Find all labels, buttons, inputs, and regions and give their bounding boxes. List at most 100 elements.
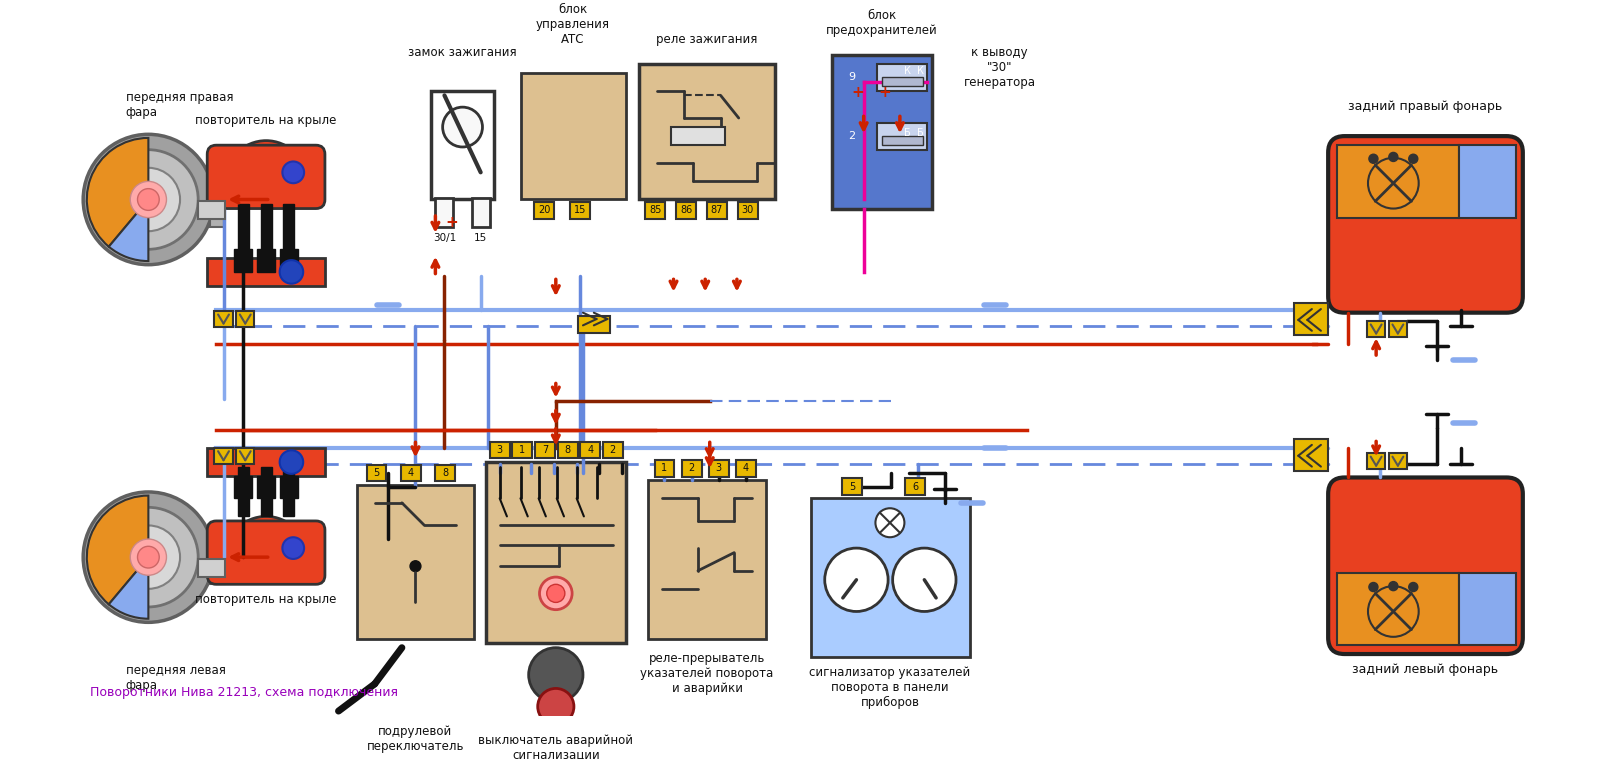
Text: реле зажигания: реле зажигания [656, 33, 758, 46]
Circle shape [538, 688, 573, 725]
Wedge shape [87, 496, 148, 604]
Text: 5: 5 [374, 468, 379, 478]
Bar [236, 448, 254, 464]
Bar [876, 122, 926, 150]
Circle shape [539, 577, 571, 609]
Bar [236, 311, 254, 327]
Text: выключатель аварийной
сигнализации: выключатель аварийной сигнализации [478, 734, 632, 759]
Bar [207, 449, 324, 476]
Bar [486, 462, 626, 643]
Bar [260, 204, 271, 254]
Bar [534, 202, 554, 219]
Bar [215, 448, 233, 464]
Bar [557, 442, 578, 458]
Bar [490, 442, 509, 458]
Text: 87: 87 [711, 206, 722, 216]
Circle shape [138, 546, 159, 568]
Circle shape [130, 181, 167, 218]
Circle shape [279, 260, 303, 284]
Circle shape [546, 584, 565, 603]
Text: подрулевой
переключатель: подрулевой переключатель [366, 725, 464, 753]
Circle shape [98, 150, 197, 249]
Bar [435, 465, 456, 481]
Bar [737, 202, 758, 219]
Text: сигнализатор указателей
поворота в панели
приборов: сигнализатор указателей поворота в панел… [809, 666, 969, 709]
Bar [578, 317, 610, 332]
Bar [648, 480, 766, 638]
Text: Б: Б [916, 128, 923, 138]
Bar [671, 127, 725, 145]
Circle shape [1388, 581, 1396, 591]
Text: К: К [904, 66, 910, 76]
Bar [881, 136, 921, 145]
Circle shape [83, 492, 213, 622]
Text: 30: 30 [742, 206, 753, 216]
Bar [472, 197, 490, 227]
Bar [811, 499, 969, 657]
Text: 3: 3 [716, 464, 721, 474]
Circle shape [1367, 154, 1377, 163]
Text: К: К [916, 66, 923, 76]
Text: 85: 85 [648, 206, 661, 216]
Text: блок
управления
АТС: блок управления АТС [536, 2, 610, 46]
Bar [655, 460, 674, 477]
Bar [282, 204, 294, 254]
Text: блок
предохранителей: блок предохранителей [825, 8, 937, 36]
Bar [512, 442, 531, 458]
Circle shape [443, 107, 481, 147]
Circle shape [528, 647, 583, 702]
Bar [579, 442, 600, 458]
Bar [534, 442, 555, 458]
Text: Поворотники Нива 21213, схема подключения: Поворотники Нива 21213, схема подключени… [90, 686, 398, 699]
Bar [197, 201, 225, 219]
Text: передняя левая
фара: передняя левая фара [125, 664, 225, 692]
Circle shape [282, 162, 303, 183]
Wedge shape [109, 557, 148, 619]
Text: 8: 8 [565, 446, 570, 455]
Bar [841, 478, 862, 495]
Text: реле-прерыватель
указателей поворота
и аварийки: реле-прерыватель указателей поворота и а… [640, 652, 774, 695]
Text: 4: 4 [408, 468, 414, 478]
Bar [279, 476, 297, 499]
Bar [356, 485, 473, 638]
Text: Б: Б [904, 128, 910, 138]
Text: 7: 7 [541, 446, 547, 455]
Circle shape [1367, 586, 1417, 637]
Text: +: + [878, 85, 891, 100]
Wedge shape [225, 516, 307, 557]
Text: повторитель на крыле: повторитель на крыле [196, 594, 337, 606]
Bar [1459, 572, 1515, 645]
FancyBboxPatch shape [207, 145, 324, 209]
Circle shape [892, 548, 955, 612]
Text: задний правый фонарь: задний правый фонарь [1347, 100, 1501, 114]
Text: 3: 3 [496, 446, 502, 455]
FancyBboxPatch shape [1327, 477, 1522, 654]
Bar [215, 311, 233, 327]
Circle shape [1388, 153, 1396, 162]
Bar [881, 77, 921, 87]
FancyBboxPatch shape [1327, 136, 1522, 313]
FancyBboxPatch shape [207, 521, 324, 584]
Bar [257, 249, 274, 272]
Circle shape [1367, 582, 1377, 591]
Bar [681, 460, 701, 477]
Bar [207, 258, 324, 285]
Bar [435, 197, 453, 227]
Bar [279, 249, 297, 272]
Circle shape [279, 450, 303, 474]
Bar [1388, 453, 1406, 469]
Circle shape [138, 189, 159, 210]
Text: 4: 4 [743, 464, 748, 474]
Text: замок зажигания: замок зажигания [408, 46, 517, 59]
Bar [1294, 303, 1327, 335]
Text: +: + [851, 85, 863, 100]
Bar [257, 476, 274, 499]
Circle shape [1408, 582, 1417, 591]
Bar [905, 478, 924, 495]
Text: 2: 2 [689, 464, 695, 474]
Text: передняя правая
фара: передняя правая фара [125, 91, 233, 119]
Bar [1294, 439, 1327, 471]
Circle shape [282, 537, 303, 559]
Bar [210, 194, 223, 227]
Bar [676, 202, 695, 219]
